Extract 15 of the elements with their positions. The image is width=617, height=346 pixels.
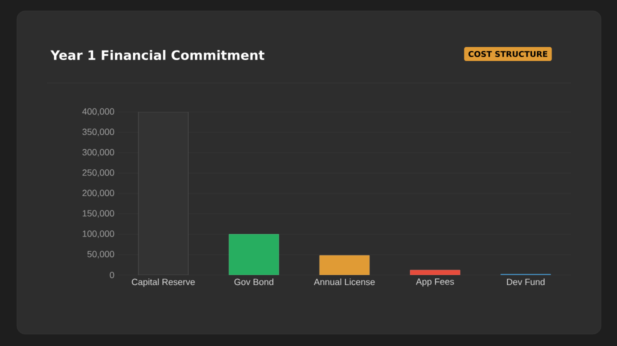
y-tick-label: 150,000 — [82, 210, 114, 218]
y-tick-label: 0 — [110, 272, 114, 278]
x-tick-label: App Fees — [416, 278, 454, 287]
x-tick-label: Capital Reserve — [132, 278, 195, 287]
chart-title: Year 1 Financial Commitment — [50, 50, 264, 60]
y-tick-label: 200,000 — [82, 190, 114, 198]
y-tick-label: 400,000 — [82, 108, 114, 116]
y-tick-label: 50,000 — [87, 250, 114, 258]
x-tick-label: Gov Bond — [234, 278, 274, 286]
x-tick-label: Annual License — [314, 278, 375, 286]
y-tick-label: 100,000 — [82, 230, 114, 238]
y-tick-label: 250,000 — [82, 169, 114, 177]
x-tick-label: Dev Fund — [507, 278, 545, 286]
y-tick-label: 300,000 — [82, 149, 114, 156]
y-tick-label: 350,000 — [82, 128, 114, 136]
